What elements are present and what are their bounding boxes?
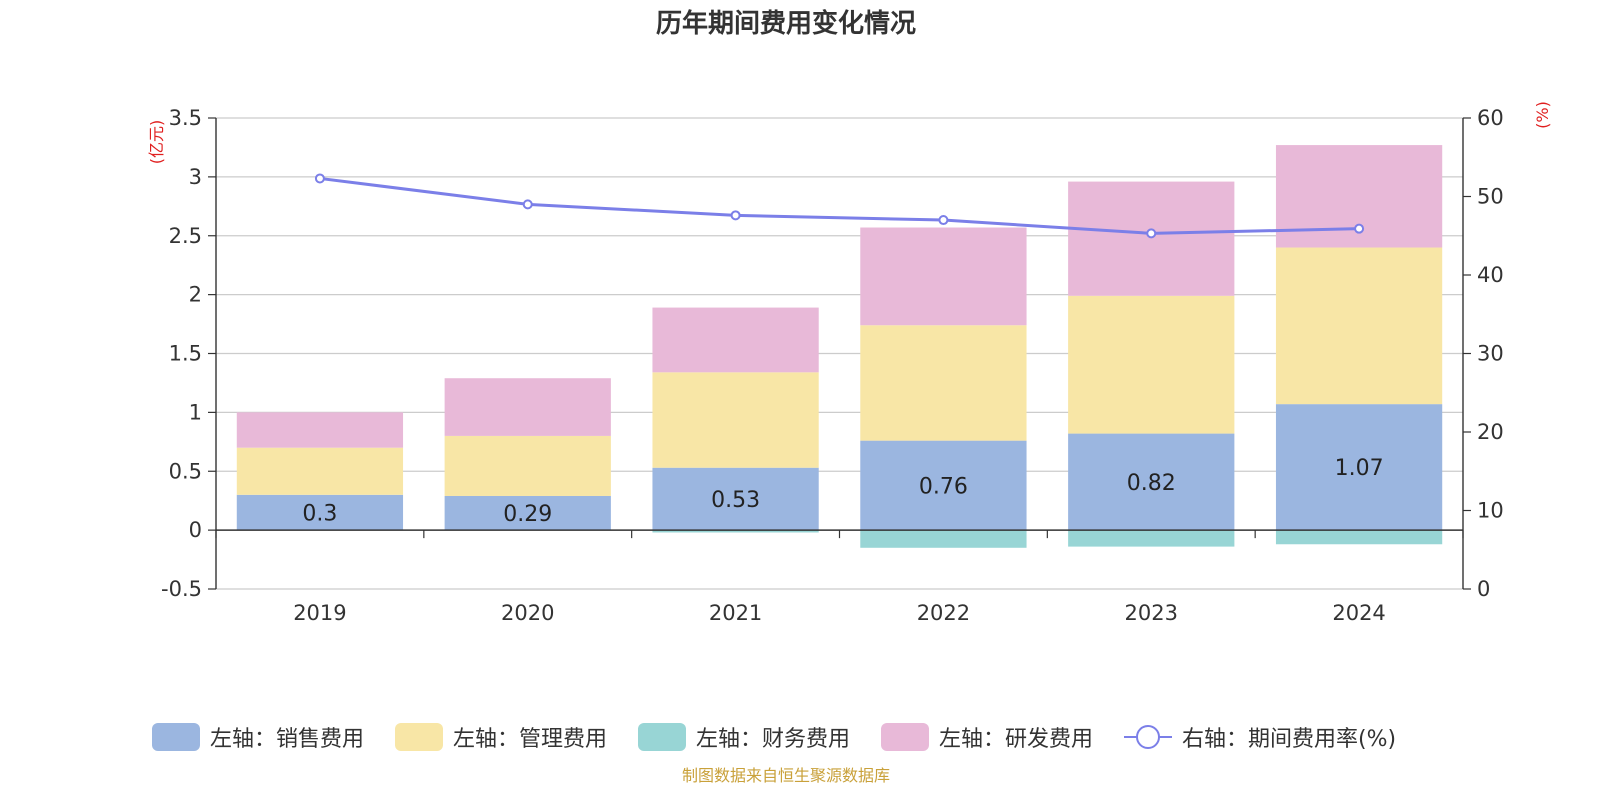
bar-segment [652, 530, 819, 533]
legend-label: 左轴：管理费用 [453, 727, 607, 752]
bar-value-label: 0.29 [503, 502, 552, 527]
left-tick-label: 3.5 [169, 106, 202, 130]
rate-line-path [319, 176, 1360, 235]
right-tick-label: 50 [1477, 185, 1504, 209]
left-tick-label: 1.5 [169, 342, 202, 366]
left-tick-label: 0 [189, 518, 202, 542]
x-tick-label: 2022 [917, 601, 970, 625]
bars [236, 145, 1443, 548]
right-tick-label: 30 [1477, 342, 1504, 366]
gridlines [216, 117, 1463, 590]
bar-segment [444, 495, 611, 531]
rate-line-point [1354, 223, 1365, 234]
left-tick-label: 1 [189, 400, 202, 424]
bar-segment [1275, 404, 1443, 531]
legend-label: 右轴：期间费用率(%) [1182, 727, 1396, 752]
bar-segment [1275, 530, 1443, 545]
bar-segment [1068, 433, 1235, 531]
source-note: 制图数据来自恒生聚源数据库 [682, 766, 890, 785]
bar-value-label: 0.76 [919, 474, 968, 499]
legend-swatch [881, 723, 929, 751]
bar-segment [444, 378, 611, 436]
axes: 3.5 3 2.5 2 1.5 1 0.5 0 -0.5 60 50 40 30 20 10 0 2019 202… [161, 106, 1504, 625]
rate-line-point [730, 210, 741, 221]
bar-segment [1068, 530, 1235, 547]
bar-segment [1068, 295, 1235, 434]
data-labels: 0.3 0.29 0.53 0.76 0.82 1.07 [302, 456, 1383, 527]
legend-label: 左轴：研发费用 [939, 727, 1093, 752]
x-tick-label: 2023 [1125, 601, 1178, 625]
bar-segment [860, 530, 1027, 548]
legend-swatch [638, 723, 686, 751]
rate-line-point [938, 215, 949, 226]
legend-swatch [152, 723, 200, 751]
left-tick-label: 2 [189, 283, 202, 307]
right-tick-label: 40 [1477, 263, 1504, 287]
left-tick-label: 3 [189, 165, 202, 189]
right-tick-label: 20 [1477, 420, 1504, 444]
x-tick-label: 2024 [1332, 601, 1385, 625]
left-tick-label: -0.5 [161, 577, 202, 601]
x-tick-label: 2020 [501, 601, 554, 625]
bar-segment [1275, 247, 1443, 405]
rate-line-point [1146, 228, 1157, 239]
rate-line-point [314, 173, 325, 184]
x-tick-label: 2021 [709, 601, 762, 625]
legend-marker [1136, 725, 1160, 749]
bar-segment [236, 447, 404, 495]
bar-segment [652, 467, 819, 531]
right-axis-unit: (%) [1533, 101, 1552, 129]
bar-segment [236, 412, 404, 448]
legend-swatch [395, 723, 443, 751]
rate-line [314, 173, 1365, 239]
bar-segment [444, 435, 611, 496]
bar-value-label: 1.07 [1335, 456, 1384, 481]
legend-label: 左轴：财务费用 [696, 727, 850, 752]
bar-value-label: 0.53 [711, 488, 760, 513]
right-tick-label: 60 [1477, 106, 1504, 130]
right-tick-label: 10 [1477, 499, 1504, 523]
chart-title: 历年期间费用变化情况 [656, 8, 916, 39]
left-tick-label: 0.5 [169, 459, 202, 483]
bar-segment [236, 494, 404, 531]
bar-value-label: 0.82 [1127, 471, 1176, 496]
left-axis-unit: (亿元) [147, 120, 166, 165]
bar-segment [860, 227, 1027, 326]
right-tick-label: 0 [1477, 577, 1490, 601]
bar-segment [652, 372, 819, 468]
bar-value-label: 0.3 [302, 501, 337, 526]
legend: 左轴：销售费用 左轴：管理费用 左轴：财务费用 左轴：研发费用 右轴：期间费用率(%) [152, 723, 1396, 752]
bar-segment [860, 325, 1027, 441]
left-tick-label: 2.5 [169, 224, 202, 248]
x-tick-label: 2019 [293, 601, 346, 625]
bar-segment [860, 440, 1027, 531]
rate-line-point [522, 199, 533, 210]
bar-segment [652, 307, 819, 373]
bar-segment [1068, 181, 1235, 296]
legend-label: 左轴：销售费用 [210, 727, 364, 752]
